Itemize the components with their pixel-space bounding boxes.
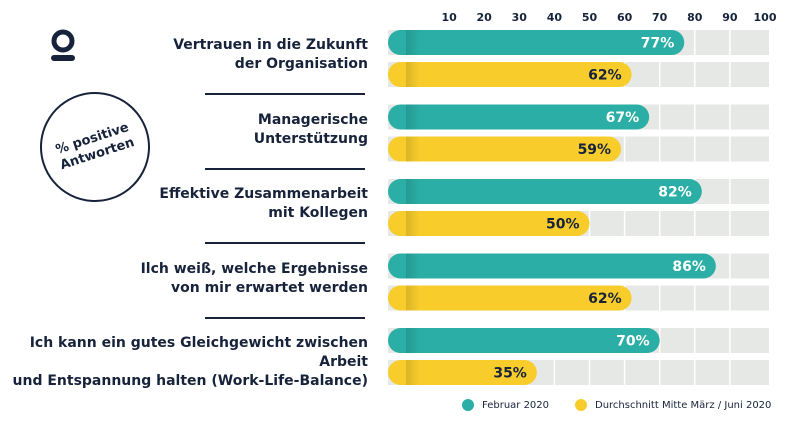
category-label: Managerische Unterstützung (8, 111, 368, 149)
legend-label-series-2: Durchschnitt Mitte März / Juni 2020 (595, 399, 772, 411)
category-divider (205, 316, 365, 319)
legend-item-series-2: Durchschnitt Mitte März / Juni 2020 (575, 397, 771, 413)
data-label: 59% (578, 142, 612, 158)
data-label: 70% (616, 334, 650, 350)
data-label: 35% (493, 366, 527, 382)
category-label-line: Ilch weiß, welche Ergebnisse (140, 260, 368, 277)
data-label: 50% (546, 217, 580, 233)
category-label-line: mit Kollegen (268, 205, 368, 221)
data-label: 82% (658, 185, 692, 201)
x-tick-label: 70 (652, 11, 668, 24)
category-label-line: der Organisation (234, 56, 368, 72)
category-divider (205, 167, 365, 170)
bar-shadow (406, 136, 420, 162)
brand-logo-icon (48, 28, 78, 64)
data-label: 67% (606, 110, 640, 126)
x-tick-label: 90 (722, 11, 738, 24)
data-label: 62% (588, 68, 622, 84)
bar-shadow (406, 253, 420, 279)
category-label: Ilch weiß, welche Ergebnisse von mir erwa… (8, 260, 368, 298)
x-tick-label: 100 (754, 11, 777, 24)
bar-shadow (406, 104, 420, 130)
legend-swatch-yellow (575, 399, 587, 411)
bar-durchschnitt (388, 285, 632, 311)
data-label: 62% (588, 291, 622, 307)
category-label-line: Managerische (257, 111, 368, 128)
bar-shadow (406, 179, 420, 204)
bar-shadow (406, 328, 420, 353)
category-divider (205, 93, 365, 95)
bar-shadow (406, 62, 420, 87)
category-label-line: Vertrauen in die Zukunft (173, 37, 368, 53)
category-label: Vertrauen in die Zukunft der Organisation (8, 36, 368, 74)
legend-item-series-1: Februar 2020 (462, 397, 549, 413)
category-divider (205, 242, 365, 244)
x-tick-label: 10 (441, 11, 457, 24)
bar-februar-2020 (388, 328, 660, 353)
category-label-line: Unterstützung (253, 130, 368, 147)
data-label: 77% (641, 36, 675, 52)
data-label: 86% (672, 259, 706, 275)
bar-februar-2020 (388, 30, 685, 55)
bar-februar-2020 (388, 179, 702, 204)
category-label: Ich kann ein gutes Gleichgewicht zwische… (8, 334, 368, 391)
category-label-line: und Entspannung halten (Work-Life-Balanc… (12, 373, 368, 389)
legend-label-series-1: Februar 2020 (482, 399, 550, 411)
bar-durchschnitt (388, 136, 622, 162)
bar-shadow (406, 211, 420, 236)
x-tick-label: 60 (617, 11, 633, 24)
category-label-line: von mir erwartet werden (170, 279, 368, 296)
bar-durchschnitt (388, 62, 632, 87)
category-label-line: Ich kann ein gutes Gleichgewicht zwische… (29, 335, 368, 370)
legend-swatch-teal (462, 399, 474, 411)
x-tick-label: 20 (477, 11, 493, 24)
category-label-line: Effektive Zusammenarbeit (159, 186, 368, 202)
bar-durchschnitt (388, 360, 537, 385)
x-tick-label: 30 (512, 11, 528, 24)
x-tick-label: 80 (687, 11, 703, 24)
x-tick-label: 50 (582, 11, 598, 24)
bar-durchschnitt (388, 211, 590, 236)
bar-shadow (406, 285, 420, 311)
bar-februar-2020 (388, 253, 716, 279)
category-label: Effektive Zusammenarbeit mit Kollegen (8, 185, 368, 223)
x-tick-label: 40 (547, 11, 563, 24)
bar-shadow (406, 30, 420, 55)
bar-februar-2020 (388, 104, 650, 130)
bar-shadow (406, 360, 420, 385)
